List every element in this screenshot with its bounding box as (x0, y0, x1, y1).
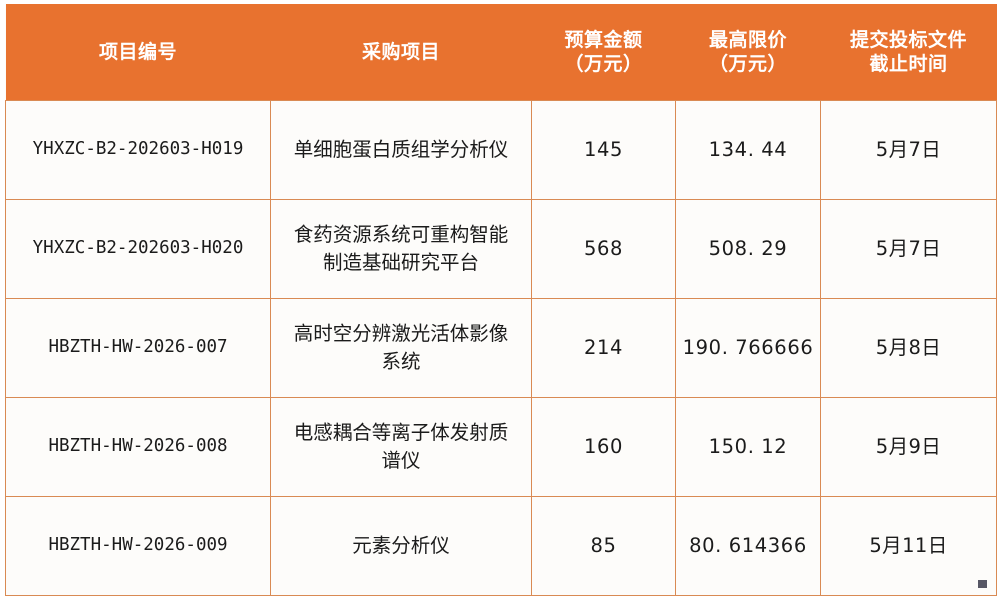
cell-budget-amount: 568 (531, 199, 676, 299)
cell-price-cap: 150. 12 (675, 397, 821, 497)
cell-project-code: HBZTH-HW-2026-009 (5, 496, 271, 596)
column-header-budget-amount-label: 预算金额 (564, 28, 643, 51)
column-header-price-cap-unit: （万元） (708, 53, 787, 75)
cell-procurement-project: 单细胞蛋白质组学分析仪 (270, 100, 532, 200)
cell-price-cap: 508. 29 (675, 199, 821, 299)
table-row: HBZTH-HW-2026-007 高时空分辨激光活体影像系统 214 190.… (5, 298, 997, 398)
column-header-price-cap-label: 最高限价 (708, 28, 787, 51)
cell-project-code: YHXZC-B2-202603-H019 (5, 100, 271, 200)
table-header: 项目编号 采购项目 预算金额 （万元） 最高限价 （万元） 提交投标文件 截止时… (5, 4, 997, 101)
cell-procurement-project: 元素分析仪 (270, 496, 532, 596)
column-header-project-code: 项目编号 (5, 4, 271, 101)
cell-price-cap: 134. 44 (675, 100, 821, 200)
cell-project-code: YHXZC-B2-202603-H020 (5, 199, 271, 299)
column-header-project-code-label: 项目编号 (98, 40, 177, 63)
column-header-bid-deadline: 提交投标文件 截止时间 (820, 4, 997, 101)
cell-project-code: HBZTH-HW-2026-007 (5, 298, 271, 398)
column-header-procurement-project: 采购项目 (270, 4, 532, 101)
cell-price-cap: 190. 766666 (675, 298, 821, 398)
table-row: HBZTH-HW-2026-008 电感耦合等离子体发射质谱仪 160 150.… (5, 397, 997, 497)
table-row: YHXZC-B2-202603-H020 食药资源系统可重构智能制造基础研究平台… (5, 199, 997, 299)
cell-budget-amount: 145 (531, 100, 676, 200)
cell-bid-deadline: 5月7日 (820, 199, 997, 299)
table-header-row: 项目编号 采购项目 预算金额 （万元） 最高限价 （万元） 提交投标文件 截止时… (5, 4, 997, 101)
cell-bid-deadline: 5月7日 (820, 100, 997, 200)
cell-price-cap: 80. 614366 (675, 496, 821, 596)
column-header-bid-deadline-label: 提交投标文件 (849, 28, 967, 51)
cell-bid-deadline: 5月8日 (820, 298, 997, 398)
column-header-price-cap: 最高限价 （万元） (675, 4, 821, 101)
procurement-table: 项目编号 采购项目 预算金额 （万元） 最高限价 （万元） 提交投标文件 截止时… (5, 4, 997, 596)
cell-bid-deadline: 5月11日 (820, 496, 997, 596)
cell-bid-deadline: 5月9日 (820, 397, 997, 497)
cell-procurement-project: 高时空分辨激光活体影像系统 (270, 298, 532, 398)
column-header-budget-amount: 预算金额 （万元） (531, 4, 676, 101)
cell-budget-amount: 85 (531, 496, 676, 596)
cell-procurement-project: 食药资源系统可重构智能制造基础研究平台 (270, 199, 532, 299)
column-header-budget-amount-unit: （万元） (564, 53, 643, 75)
table-row: YHXZC-B2-202603-H019 单细胞蛋白质组学分析仪 145 134… (5, 100, 997, 200)
cell-project-code: HBZTH-HW-2026-008 (5, 397, 271, 497)
column-header-bid-deadline-sublabel: 截止时间 (869, 53, 948, 75)
table-body: YHXZC-B2-202603-H019 单细胞蛋白质组学分析仪 145 134… (5, 100, 997, 596)
column-header-procurement-project-label: 采购项目 (361, 40, 440, 63)
table-row: HBZTH-HW-2026-009 元素分析仪 85 80. 614366 5月… (5, 496, 997, 596)
cell-procurement-project: 电感耦合等离子体发射质谱仪 (270, 397, 532, 497)
cell-budget-amount: 160 (531, 397, 676, 497)
cell-budget-amount: 214 (531, 298, 676, 398)
